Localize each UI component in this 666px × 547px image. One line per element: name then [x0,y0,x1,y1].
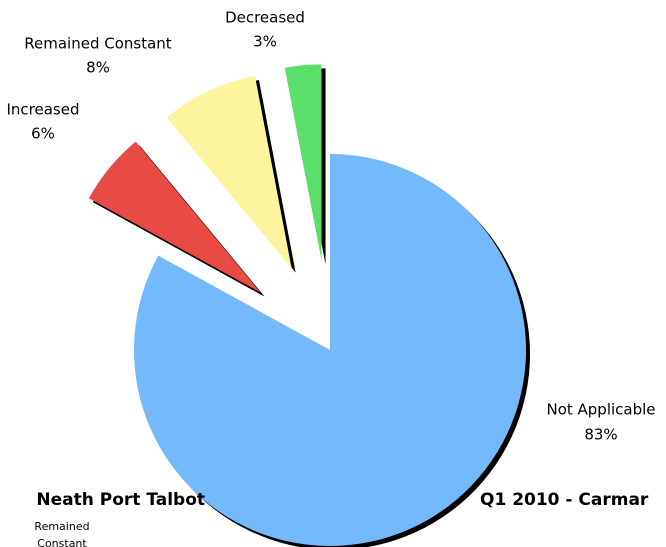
labels: Not Applicable 83% Increased 6% Remained Con… [6,9,655,444]
fragment-label: Remained [34,520,89,533]
slice-value: 3% [253,33,277,51]
slice-value: 8% [86,59,110,77]
slice-value: 6% [31,125,55,143]
slice [284,64,322,261]
slice-label: Remained Constant [24,35,172,53]
slice [134,154,527,546]
slice-label: Not Applicable [546,401,655,419]
slice [88,141,261,293]
slice [166,76,292,269]
slice-label: Decreased [225,9,305,27]
pie [88,64,530,547]
fragment-label: Constant [37,537,87,547]
slice-value: 83% [584,426,617,444]
fragment-title: Neath Port Talbot [36,490,205,510]
fragment-title: Q1 2010 - Carmar [480,490,649,510]
slice-label: Increased [6,101,79,119]
